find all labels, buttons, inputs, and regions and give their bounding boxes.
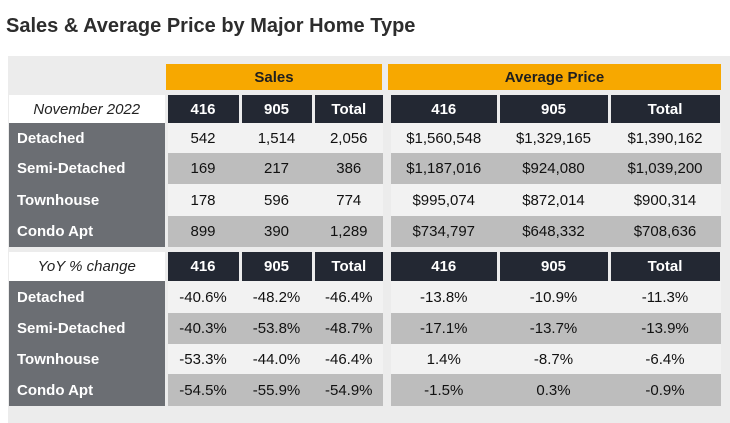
table-cell: -53.3% [166, 344, 240, 374]
table-cell: -48.7% [313, 313, 391, 344]
table-cell: -17.1% [387, 313, 498, 344]
table-cell: -44.0% [240, 344, 313, 374]
column-header: 416 [387, 95, 500, 123]
table-cell: 1,289 [313, 216, 391, 247]
table-cell: -40.3% [166, 313, 240, 344]
column-header: Total [609, 252, 723, 281]
column-header: 416 [166, 252, 242, 281]
table-cell: -11.3% [609, 281, 721, 313]
table-cell: -13.9% [609, 313, 721, 344]
table-row: Condo Apt -54.5% -55.9% -54.9% -1.5% 0.3% -0.9… [9, 374, 721, 406]
table-cell: -40.6% [166, 281, 240, 313]
column-header: 416 [166, 95, 242, 123]
row-label: Detached [9, 281, 168, 313]
table-cell: $900,314 [609, 184, 721, 216]
table-row: Townhouse 178 596 774 $995,074 $872,014 $900,3… [9, 184, 721, 216]
table-cell: $708,636 [609, 216, 721, 247]
section-spacer [9, 247, 721, 252]
table-cell: $1,187,016 [387, 153, 498, 184]
table-cell: $924,080 [498, 153, 609, 184]
table-cell: 542 [166, 123, 240, 153]
table-cell: 1.4% [387, 344, 498, 374]
row-label: Townhouse [9, 184, 168, 216]
table-cell: -8.7% [498, 344, 609, 374]
table-row: Detached 542 1,514 2,056 $1,560,548 $1,329,16… [9, 123, 721, 153]
table-cell: 2,056 [313, 123, 391, 153]
table-cell: -46.4% [313, 281, 391, 313]
table-cell: 1,514 [240, 123, 313, 153]
table-cell: $872,014 [498, 184, 609, 216]
row-label: Condo Apt [9, 216, 168, 247]
table-cell: 596 [240, 184, 313, 216]
table-cell: -55.9% [240, 374, 313, 406]
row-label: Condo Apt [9, 374, 168, 406]
table-row: Condo Apt 899 390 1,289 $734,797 $648,332 $708… [9, 216, 721, 247]
table-cell: $734,797 [387, 216, 498, 247]
table-cell: 774 [313, 184, 391, 216]
table-cell: -53.8% [240, 313, 313, 344]
table-cell: $1,390,162 [609, 123, 721, 153]
column-header: Total [313, 252, 391, 281]
column-header: Total [609, 95, 723, 123]
table-cell: 217 [240, 153, 313, 184]
column-header: 416 [387, 252, 500, 281]
table-cell: -48.2% [240, 281, 313, 313]
column-header: 905 [498, 95, 611, 123]
table-cell: $1,560,548 [387, 123, 498, 153]
table-row: Detached -40.6% -48.2% -46.4% -13.8% -10.9% -1… [9, 281, 721, 313]
table-row: Semi-Detached -40.3% -53.8% -48.7% -17.1% -13… [9, 313, 721, 344]
table-cell: 899 [166, 216, 240, 247]
table-cell: -46.4% [313, 344, 391, 374]
table-cell: $995,074 [387, 184, 498, 216]
table-cell: $648,332 [498, 216, 609, 247]
section-label: November 2022 [9, 95, 168, 123]
section-header-row: November 2022 416 905 Total 416 905 Total [9, 95, 723, 123]
table-cell: -1.5% [387, 374, 498, 406]
row-label: Semi-Detached [9, 313, 168, 344]
table-cell: -13.7% [498, 313, 609, 344]
table-cell: $1,039,200 [609, 153, 721, 184]
section-header-row: YoY % change 416 905 Total 416 905 Total [9, 252, 723, 281]
average-price-group-header: Average Price [388, 64, 721, 90]
section-label: YoY % change [9, 252, 168, 281]
row-label: Detached [9, 123, 168, 153]
column-header: 905 [240, 252, 315, 281]
table-cell: 390 [240, 216, 313, 247]
row-label: Townhouse [9, 344, 168, 374]
table-cell: 169 [166, 153, 240, 184]
column-header: 905 [240, 95, 315, 123]
table-row: Semi-Detached 169 217 386 $1,187,016 $924,080… [9, 153, 721, 184]
column-header: 905 [498, 252, 611, 281]
table-cell: -54.9% [313, 374, 391, 406]
table-cell: -54.5% [166, 374, 240, 406]
sales-group-header: Sales [166, 64, 382, 90]
table-cell: 386 [313, 153, 391, 184]
table-cell: -13.8% [387, 281, 498, 313]
table-cell: 178 [166, 184, 240, 216]
table-cell: -0.9% [609, 374, 721, 406]
table-cell: $1,329,165 [498, 123, 609, 153]
table-cell: 0.3% [498, 374, 609, 406]
home-type-table: November 2022 416 905 Total 416 905 Total Detac… [9, 95, 723, 406]
table-row: Townhouse -53.3% -44.0% -46.4% 1.4% -8.7% -6.4… [9, 344, 721, 374]
column-header: Total [313, 95, 391, 123]
row-label: Semi-Detached [9, 153, 168, 184]
table-cell: -10.9% [498, 281, 609, 313]
page-title: Sales & Average Price by Major Home Type [6, 15, 416, 37]
table-cell: -6.4% [609, 344, 721, 374]
